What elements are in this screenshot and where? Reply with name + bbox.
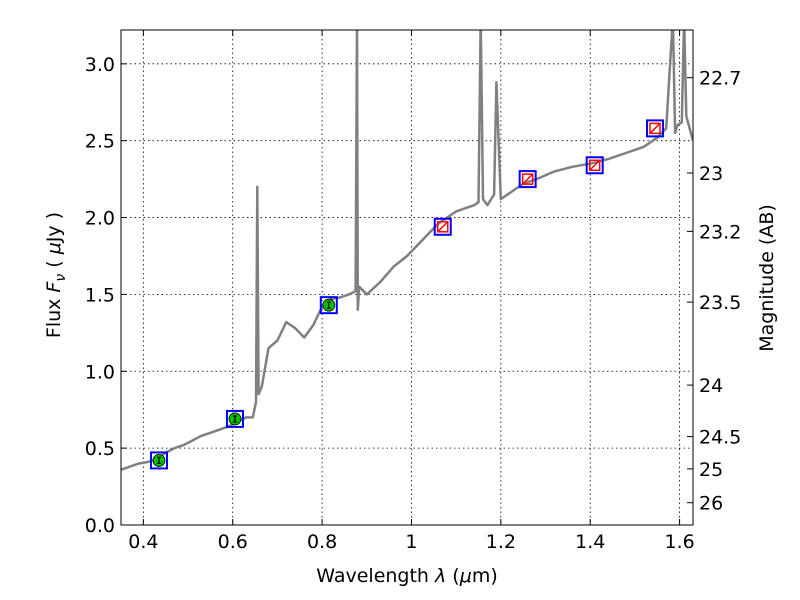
photometry-point bbox=[585, 156, 604, 175]
y-axis-unit: Jy ) bbox=[43, 212, 65, 243]
y-axis-title-prefix: Flux bbox=[43, 293, 65, 339]
y2-axis-ticks: 22.7 23 23.2 23.5 24 24.5 25 26 bbox=[687, 68, 741, 515]
y2-tick-label: 23 bbox=[699, 163, 723, 185]
y-axis-title: Flux Fν ( μJy ) bbox=[43, 212, 69, 338]
y2-tick-label: 26 bbox=[699, 493, 723, 515]
y2-tick-label: 22.7 bbox=[699, 68, 741, 90]
plot-frame bbox=[120, 29, 694, 526]
x-tick-label: 0.8 bbox=[307, 531, 337, 553]
x-tick-label: 1.4 bbox=[575, 531, 605, 553]
x-axis-title: Wavelength λ (μm) bbox=[316, 565, 497, 587]
photometry-point bbox=[646, 119, 665, 138]
photometry-box bbox=[319, 296, 338, 315]
photometry-square bbox=[588, 159, 601, 172]
photometry-point bbox=[518, 170, 537, 189]
y-tick-label: 0.5 bbox=[85, 438, 115, 460]
y-tick-label: 1.5 bbox=[85, 284, 115, 306]
y-tick-label: 1.0 bbox=[85, 361, 115, 383]
x-axis-lambda-symbol: λ bbox=[434, 565, 446, 587]
x-axis-title-prefix: Wavelength bbox=[316, 565, 435, 587]
y-tick-label: 0.0 bbox=[85, 515, 115, 537]
photometry-slash bbox=[649, 122, 661, 134]
y-axis-nu-subscript: ν bbox=[53, 274, 69, 282]
photometry-square bbox=[649, 122, 661, 135]
photometry-box bbox=[433, 217, 452, 236]
x-tick-label: 0.6 bbox=[218, 531, 248, 553]
y2-tick-label: 24.5 bbox=[699, 427, 741, 449]
photometry-slash bbox=[437, 221, 449, 233]
photometry-box bbox=[646, 119, 665, 138]
x-axis-ticks: 0.4 0.6 0.8 1 1.2 1.4 1.6 bbox=[128, 30, 695, 553]
photometry-slash bbox=[522, 173, 534, 185]
y2-axis-title: Magnitude (AB) bbox=[756, 204, 778, 352]
x-axis-mu-symbol: μ bbox=[459, 565, 472, 587]
y-tick-label: 2.0 bbox=[85, 208, 115, 230]
photometry-point bbox=[319, 296, 338, 315]
photometry-box bbox=[585, 156, 604, 175]
y-axis-title-mid: ( bbox=[43, 254, 65, 274]
y-axis-mu-symbol: μ bbox=[43, 242, 65, 255]
grid-lines bbox=[121, 30, 693, 526]
x-tick-label: 1.6 bbox=[664, 531, 694, 553]
y2-tick-label: 23.2 bbox=[699, 221, 741, 243]
y2-tick-label: 24 bbox=[699, 375, 723, 397]
photometry-square bbox=[521, 173, 534, 185]
photometry-point bbox=[149, 451, 168, 470]
photometry-box bbox=[149, 451, 168, 470]
photometry-square bbox=[437, 221, 449, 233]
x-tick-label: 1.2 bbox=[486, 531, 516, 553]
photometry-markers bbox=[149, 119, 665, 470]
x-tick-label: 0.4 bbox=[128, 531, 158, 553]
photometry-point bbox=[433, 217, 452, 236]
plot-background bbox=[121, 30, 693, 525]
x-tick-label: 1 bbox=[405, 531, 417, 553]
y-axis-f-symbol: F bbox=[43, 281, 65, 293]
y-tick-label: 2.5 bbox=[85, 131, 115, 153]
photometry-slash bbox=[589, 159, 601, 171]
photometry-box bbox=[518, 170, 537, 189]
x-axis-title-paren: ( bbox=[446, 565, 459, 587]
y-axis-ticks: 0.0 0.5 1.0 1.5 2.0 2.5 3.0 bbox=[85, 54, 127, 537]
y2-tick-label: 25 bbox=[699, 459, 723, 481]
x-axis-unit: m) bbox=[472, 565, 498, 587]
y-tick-label: 3.0 bbox=[85, 54, 115, 76]
photometry-box bbox=[225, 409, 244, 428]
y2-tick-label: 23.5 bbox=[699, 292, 741, 314]
photometry-point bbox=[225, 409, 244, 428]
